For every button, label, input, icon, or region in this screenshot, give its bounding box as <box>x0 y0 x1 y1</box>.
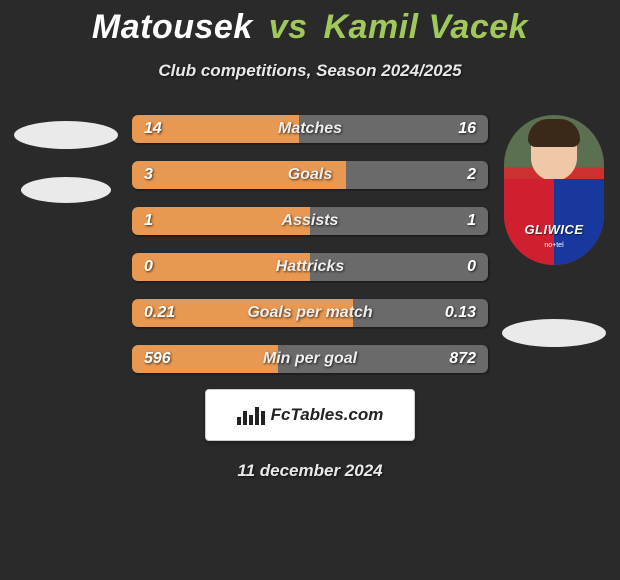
stat-right-value: 872 <box>449 345 476 373</box>
stat-bar-fill <box>132 207 310 235</box>
avatar-jersey: GLIWICE no+tel <box>504 179 604 265</box>
stat-right-value: 0.13 <box>445 299 476 327</box>
player2-side: GLIWICE no+tel <box>494 115 614 347</box>
stat-left-value: 0 <box>144 253 153 281</box>
player1-name: Matousek <box>92 8 253 46</box>
stat-bar-fill <box>132 161 346 189</box>
avatar-hair <box>528 119 580 147</box>
date-label: 11 december 2024 <box>0 461 620 481</box>
stat-left-value: 3 <box>144 161 153 189</box>
stat-left-value: 14 <box>144 115 162 143</box>
comparison-card: Matousek vs Kamil Vacek Club competition… <box>0 0 620 481</box>
stat-left-value: 596 <box>144 345 171 373</box>
player1-side <box>6 115 126 203</box>
player2-badge-placeholder <box>502 319 606 347</box>
bar-chart-icon <box>237 405 265 425</box>
stat-bars: 14Matches16 3Goals2 1Assists1 0Hattricks0 0.… <box>126 115 494 373</box>
player2-name: Kamil Vacek <box>323 8 528 46</box>
stat-bar: 3Goals2 <box>132 161 488 189</box>
source-badge-text: FcTables.com <box>271 405 384 425</box>
player1-avatar-placeholder <box>14 121 118 149</box>
subtitle: Club competitions, Season 2024/2025 <box>0 61 620 81</box>
stat-bar: 1Assists1 <box>132 207 488 235</box>
stat-right-value: 16 <box>458 115 476 143</box>
source-badge[interactable]: FcTables.com <box>205 389 415 441</box>
stat-left-value: 1 <box>144 207 153 235</box>
stat-left-value: 0.21 <box>144 299 175 327</box>
stat-bar: 14Matches16 <box>132 115 488 143</box>
stat-right-value: 2 <box>467 161 476 189</box>
title: Matousek vs Kamil Vacek <box>0 8 620 47</box>
stat-bar-fill <box>132 253 310 281</box>
stat-bar: 596Min per goal872 <box>132 345 488 373</box>
player2-avatar: GLIWICE no+tel <box>504 115 604 265</box>
stat-right-value: 1 <box>467 207 476 235</box>
stat-bar: 0Hattricks0 <box>132 253 488 281</box>
main-row: 14Matches16 3Goals2 1Assists1 0Hattricks0 0.… <box>0 115 620 373</box>
stat-bar: 0.21Goals per match0.13 <box>132 299 488 327</box>
jersey-subtext: no+tel <box>504 242 604 249</box>
player1-badge-placeholder <box>21 177 111 203</box>
jersey-text: GLIWICE <box>504 222 604 237</box>
stat-right-value: 0 <box>467 253 476 281</box>
vs-label: vs <box>269 8 308 46</box>
